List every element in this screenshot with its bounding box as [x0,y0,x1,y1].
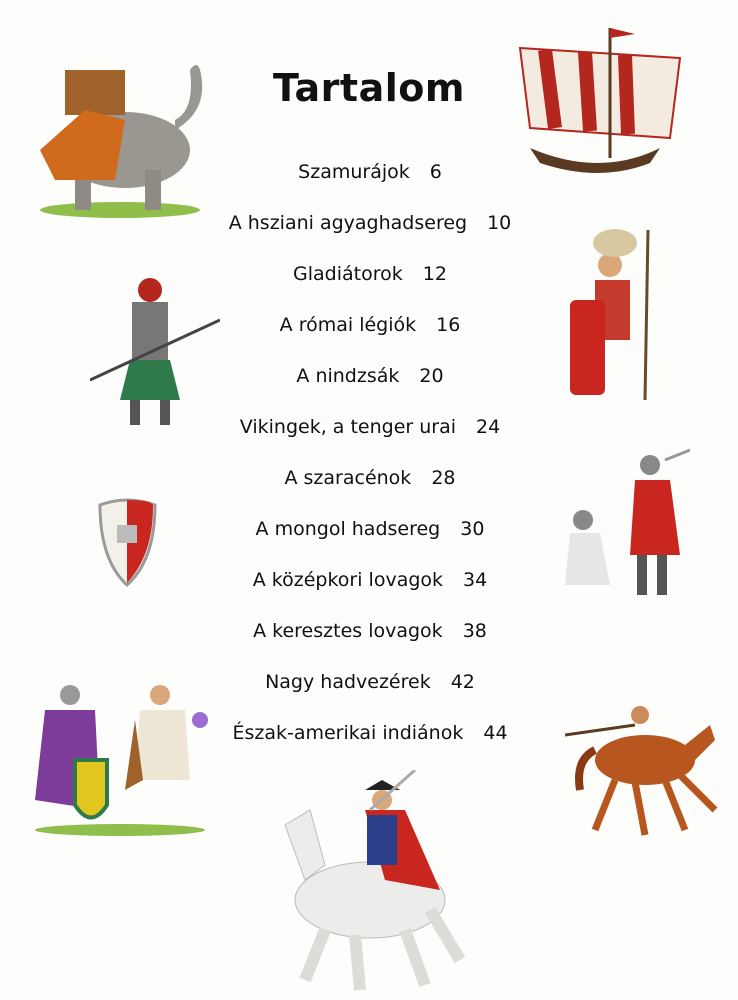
entry-label: A keresztes lovagok [253,620,443,642]
entry-page: 16 [436,314,461,336]
entry-page: 38 [462,620,487,642]
toc-entry: Vikingek, a tenger urai 24 [160,410,580,461]
toc-entry: A középkori lovagok 34 [160,563,580,614]
entry-page: 42 [450,671,475,693]
entry-label: Nagy hadvezérek [265,671,431,693]
toc-entry: A keresztes lovagok 38 [160,614,580,665]
toc-entry: A szaracénok 28 [160,461,580,512]
entry-label: A szaracénok [284,467,412,489]
toc-entry: Gladiátorok 12 [160,257,580,308]
entry-label: A középkori lovagok [252,569,444,591]
entry-label: Vikingek, a tenger urai [239,416,457,438]
entry-page: 34 [463,569,488,591]
entry-page: 28 [431,467,456,489]
toc-entry: Nagy hadvezérek 42 [160,665,580,716]
shield-illustration [98,498,157,588]
entry-page: 20 [419,365,444,387]
toc-entry: A római légiók 16 [160,308,580,359]
knights-illustration [35,685,208,836]
crusader-knights-illustration [565,448,690,595]
toc-entry: A nindzsák 20 [160,359,580,410]
toc-entry: A hsziani agyaghadsereg 10 [160,206,580,257]
entry-page: 6 [429,161,442,183]
table-of-contents: Szamurájok 6 A hsziani agyaghadsereg 10 Gl… [160,155,580,767]
entry-label: Szamurájok [298,161,410,183]
toc-entry: Szamurájok 6 [160,155,580,206]
toc-entry: Észak-amerikai indiánok 44 [160,716,580,767]
toc-entry: A mongol hadsereg 30 [160,512,580,563]
native-american-rider-illustration [565,706,718,836]
entry-label: A nindzsák [296,365,400,387]
entry-label: Észak-amerikai indiánok [232,722,464,744]
entry-label: A mongol hadsereg [255,518,441,540]
entry-page: 12 [422,263,447,285]
entry-page: 10 [487,212,512,234]
entry-label: A hsziani agyaghadsereg [228,212,468,234]
napoleon-on-horse-illustration [284,770,466,991]
entry-page: 44 [483,722,508,744]
entry-page: 30 [460,518,485,540]
entry-label: Gladiátorok [293,263,403,285]
viking-ship-illustration [518,28,682,173]
entry-page: 24 [476,416,501,438]
page-title: Tartalom [273,66,465,110]
samurai-illustration [90,278,220,425]
roman-legionary-illustration [570,229,650,401]
entry-label: A római légiók [279,314,417,336]
war-elephant-illustration [40,65,203,218]
